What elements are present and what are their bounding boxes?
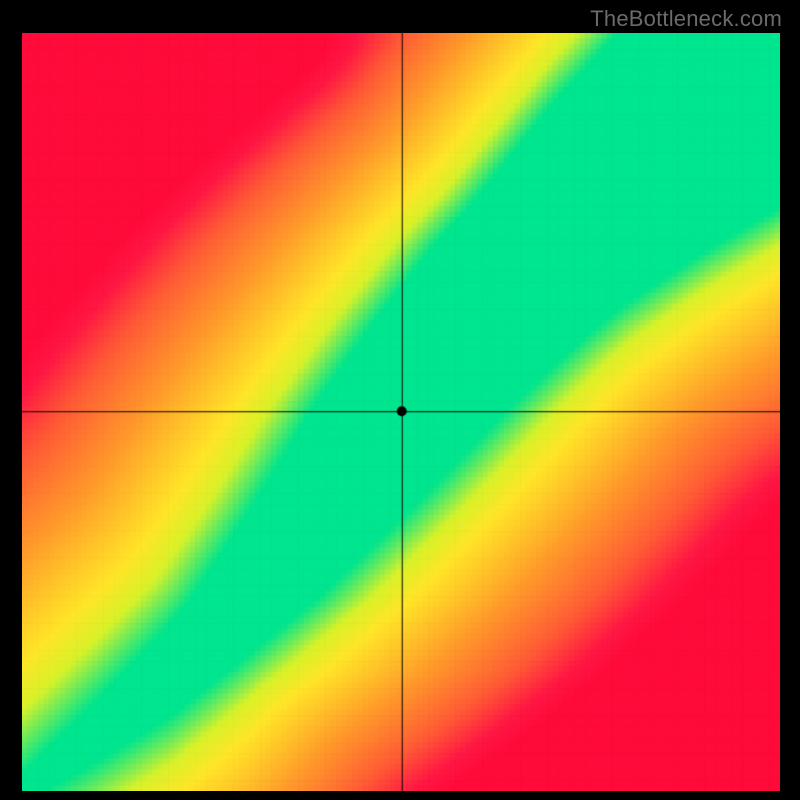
chart-container: TheBottleneck.com [0,0,800,800]
bottleneck-heatmap [22,33,780,791]
watermark-text: TheBottleneck.com [590,6,782,32]
